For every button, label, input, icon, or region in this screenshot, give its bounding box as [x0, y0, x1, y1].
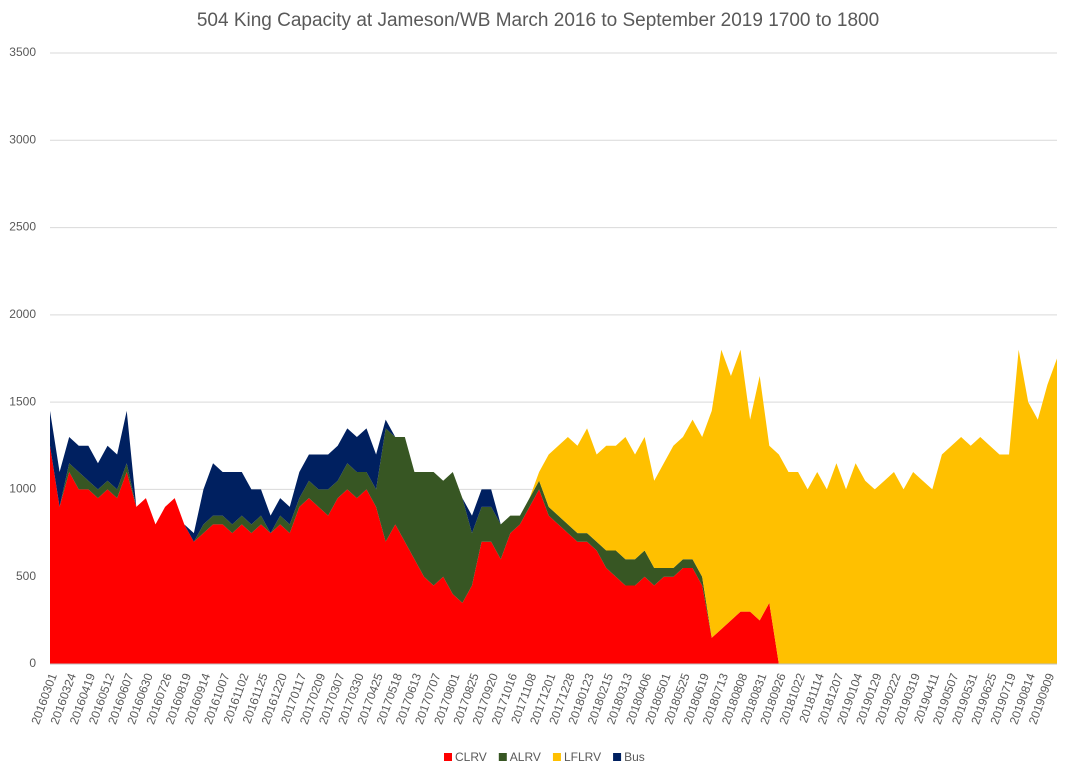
y-tick-label: 3000 — [9, 132, 36, 146]
y-tick-label: 1000 — [9, 482, 36, 496]
legend-label: LFLRV — [564, 750, 601, 764]
y-tick-label: 500 — [16, 569, 36, 583]
legend-swatch — [498, 753, 507, 761]
y-tick-label: 3500 — [9, 45, 36, 59]
area — [50, 349, 1057, 664]
y-tick-label: 2500 — [9, 220, 36, 234]
legend-swatch — [444, 753, 452, 761]
legend-swatch — [552, 753, 561, 761]
area — [50, 445, 1057, 664]
legend-label: CLRV — [455, 750, 487, 764]
y-tick-label: 0 — [29, 656, 36, 670]
y-tick-label: 1500 — [9, 394, 36, 408]
chart-title: 504 King Capacity at Jameson/WB March 20… — [197, 10, 879, 31]
legend: CLRV ALRV LFLRV Bus — [444, 750, 645, 764]
y-tick-label: 2000 — [9, 307, 36, 321]
legend-label: Bus — [624, 750, 645, 764]
legend-swatch — [613, 753, 622, 761]
legend-label: ALRV — [510, 750, 541, 764]
